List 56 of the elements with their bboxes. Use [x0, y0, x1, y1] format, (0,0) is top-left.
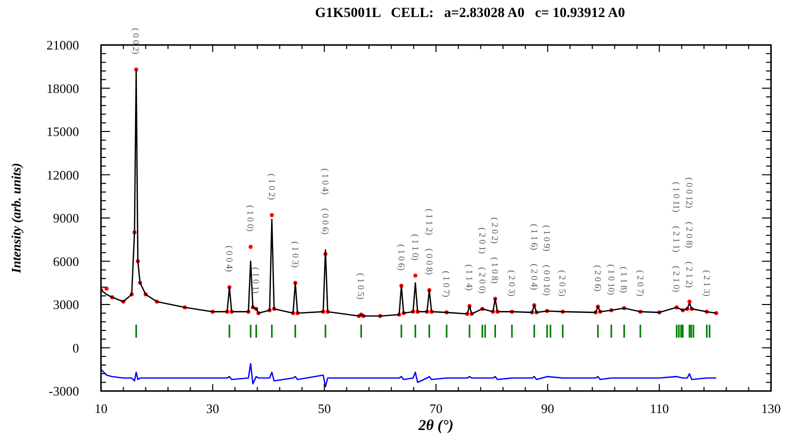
y-tick-label: 9000	[53, 210, 79, 226]
annotation: ( 2 1 1)	[672, 226, 682, 252]
annotation: ( 1 1 8)	[619, 266, 630, 293]
y-tick-label: -3000	[48, 384, 79, 398]
annotation: ( 0 0 8)	[424, 248, 434, 275]
annotation: ( 1 0 4)	[320, 168, 330, 195]
annotation: ( 0 0 2)	[131, 28, 142, 54]
annotation: ( 2 0 0)	[477, 267, 488, 294]
x-tick-label: 30	[206, 401, 220, 416]
x-tick-label: 70	[430, 401, 442, 416]
annotation: ( 1 0 6)	[396, 244, 406, 270]
y-tick-label: 12000	[46, 167, 79, 182]
annotation: ( 1 0 9)	[542, 225, 552, 252]
x-tick-label: 50	[318, 401, 331, 416]
annotation: ( 2 0 4)	[529, 264, 540, 290]
y-tick-label: 0	[72, 340, 79, 356]
annotation: ( 2 0 3)	[506, 270, 517, 296]
x-tick-label: 10	[94, 401, 108, 416]
annotation: ( 2 1 2)	[684, 262, 694, 288]
annotation: ( 1 0 2)	[266, 174, 277, 200]
annotation: ( 2 0 2)	[490, 217, 500, 244]
y-axis-title: Intensity (arb. units)	[8, 162, 24, 274]
y-tick-label: 15000	[46, 124, 79, 139]
annotation: ( 0 0 4)	[224, 246, 234, 272]
x-axis-title: 2θ (°)	[417, 418, 454, 434]
y-tick-label: 18000	[46, 80, 79, 96]
annotation: ( 0 0 6)	[320, 208, 330, 234]
chart-title: G1K5001L CELL: a=2.83028 A0 c= 10.93912 A0	[315, 6, 625, 21]
annotation: ( 2 0 5)	[558, 270, 568, 296]
annotation: ( 1 0 7)	[442, 270, 452, 298]
annotation: ( 1 1 2)	[424, 208, 434, 236]
annotation: ( 1 1 0)	[410, 234, 420, 260]
line-series	[101, 362, 717, 388]
x-tick-label: 130	[761, 401, 781, 416]
x-tick-label: 110	[650, 401, 669, 416]
annotation: ( 2 0 1)	[477, 228, 488, 254]
annotation: ( 1 1 6)	[529, 224, 540, 250]
y-tick-label: 6000	[53, 254, 79, 269]
annotation: ( 1 1 4)	[464, 264, 474, 291]
annotation: ( 2 1 0)	[672, 266, 682, 292]
annotation: ( 2 1 3)	[702, 270, 712, 296]
annotation: ( 1 0 3)	[290, 241, 300, 268]
annotation: ( 2 0 6)	[592, 265, 603, 292]
y-tick-label: 21000	[46, 38, 79, 52]
annotation: ( 1 0 0)	[246, 205, 256, 232]
annotation: ( 1 0 11)	[672, 182, 682, 212]
annotation: ( 1 0 10)	[606, 264, 616, 295]
x-tick-label: 90	[541, 401, 554, 416]
annotation: ( 2 0 7)	[635, 270, 646, 296]
y-tick-label: 3000	[53, 297, 79, 312]
annotation: ( 1 0 8)	[490, 257, 500, 284]
annotation: ( 1 0 1)	[251, 267, 262, 294]
annotation: ( 1 0 5)	[356, 273, 366, 300]
annotation: ( 2 0 8)	[684, 222, 694, 248]
annotation: ( 0 0 10)	[542, 264, 552, 296]
annotation: ( 0 0 12)	[684, 177, 694, 208]
